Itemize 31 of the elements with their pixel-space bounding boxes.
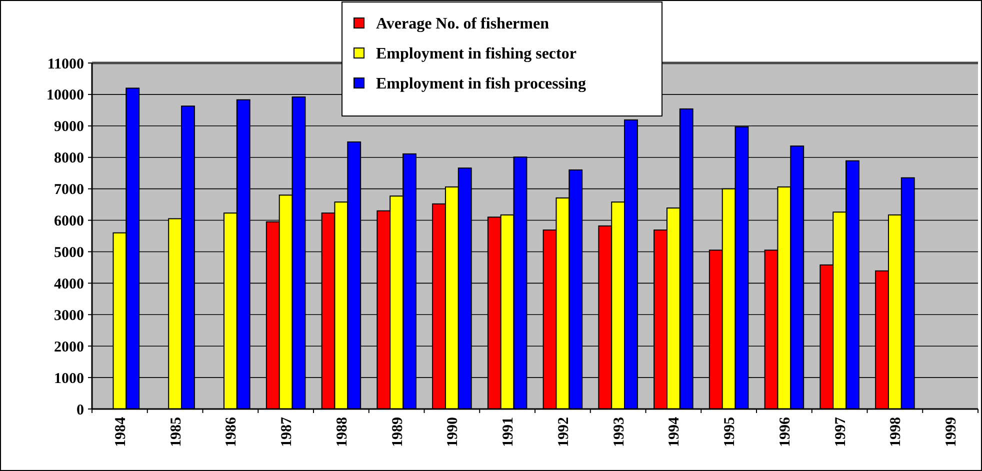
y-tick-label: 11000 (47, 56, 84, 72)
y-tick-label: 1000 (54, 370, 84, 387)
y-tick-label: 10000 (46, 88, 84, 104)
x-tick-label: 1992 (556, 417, 572, 447)
y-tick-label: 3000 (54, 308, 84, 324)
x-tick-label: 1997 (832, 416, 849, 447)
x-tick-label: 1986 (224, 416, 240, 447)
x-tick-label: 1996 (777, 416, 794, 447)
legend-label: Employment in fish processing (376, 76, 586, 93)
x-tick-label: 1993 (611, 417, 628, 447)
x-tick-label: 1989 (390, 417, 406, 447)
x-tick-label: 1990 (445, 417, 462, 447)
x-tick-label: 1998 (888, 417, 904, 447)
x-tick-label: 1987 (279, 416, 296, 447)
y-tick-label: 7000 (54, 182, 84, 198)
x-tick-label: 1991 (500, 417, 517, 447)
legend-label: Average No. of fishermen (376, 16, 550, 33)
x-tick-label: 1985 (168, 417, 184, 447)
y-tick-label: 0 (76, 402, 84, 418)
y-tick-label: 6000 (54, 214, 84, 230)
y-tick-label: 5000 (54, 244, 84, 261)
y-tick-label: 4000 (54, 276, 84, 292)
x-tick-label: 1999 (944, 417, 960, 447)
y-tick-label: 8000 (54, 150, 84, 167)
x-tick-label: 1984 (112, 416, 129, 447)
legend-label: Employment in fishing sector (376, 46, 576, 63)
y-tick-label: 9000 (54, 119, 84, 136)
x-tick-label: 1994 (666, 416, 683, 447)
x-tick-label: 1995 (722, 417, 738, 447)
x-tick-label: 1988 (334, 417, 350, 447)
y-tick-label: 2000 (54, 339, 84, 356)
